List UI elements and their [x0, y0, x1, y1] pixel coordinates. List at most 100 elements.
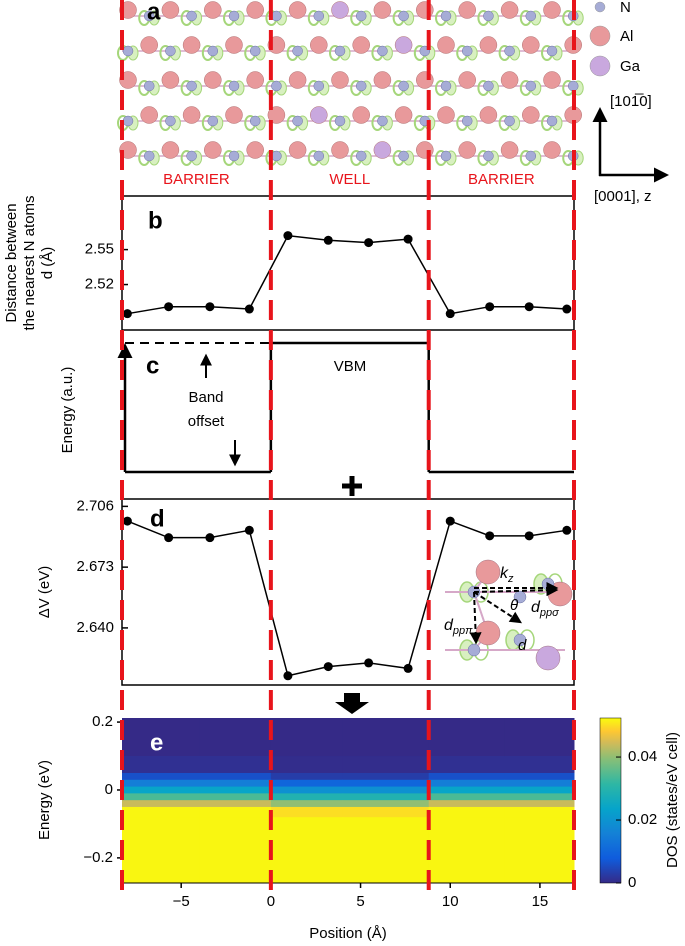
y-axis-label: the nearest N atoms [21, 195, 38, 330]
y-tick-label: 2.640 [76, 619, 114, 636]
atom [352, 106, 370, 124]
direction-label: [101̅0] [610, 93, 652, 110]
atom [271, 150, 282, 162]
panel-label: b [148, 207, 163, 234]
atom [513, 590, 527, 604]
colorbar-tick-label: 0 [628, 874, 636, 891]
atom [228, 80, 240, 92]
heatmap-cell [270, 779, 344, 788]
colorbar-label: DOS (states/eV cell) [664, 732, 681, 868]
atom [458, 1, 476, 19]
atom [267, 106, 286, 124]
heatmap-cell [504, 806, 575, 818]
inset-label: kz [500, 565, 514, 585]
atom [288, 141, 307, 159]
heatmap-cell [504, 773, 575, 781]
atom [500, 1, 519, 19]
atom [461, 115, 473, 127]
atom [525, 10, 537, 22]
atom [143, 10, 155, 22]
atom [377, 45, 388, 57]
data-point [485, 302, 495, 312]
heatmap-cell [122, 773, 200, 781]
plus-sign [342, 476, 362, 496]
inset-label-main: k [500, 565, 509, 582]
panel-label: e [150, 729, 163, 756]
atom [140, 106, 158, 124]
heatmap-cell [504, 786, 575, 794]
atom [522, 106, 540, 124]
heatmap-cell [342, 718, 430, 757]
data-line [127, 234, 567, 315]
heatmap-cell [428, 786, 505, 794]
atom [467, 643, 481, 657]
heatmap-cell [342, 817, 430, 884]
legend-marker [594, 1, 606, 13]
atom [500, 71, 519, 89]
inset-label: dppπ [444, 617, 473, 637]
heatmap-cell [428, 806, 505, 818]
atom [182, 36, 201, 54]
heatmap-cell [199, 786, 272, 794]
atom [543, 71, 561, 89]
heatmap-cell [342, 800, 430, 808]
atom [373, 71, 392, 89]
data-point [524, 302, 534, 312]
atom [475, 559, 501, 585]
atom [140, 36, 158, 54]
heatmap-cell [122, 806, 200, 818]
data-point [323, 662, 333, 672]
atom [165, 45, 176, 57]
data-point [205, 302, 215, 312]
atom [461, 45, 473, 57]
heatmap-cell [428, 800, 505, 808]
atom [204, 71, 222, 89]
atom [334, 45, 346, 57]
atom [143, 80, 155, 92]
atom [313, 80, 325, 92]
heatmap-cell [342, 773, 430, 781]
y-axis-label: Energy (eV) [36, 760, 53, 840]
y-axis-label: d (Å) [39, 247, 56, 280]
heatmap-cell [270, 786, 344, 794]
data-point [122, 516, 132, 526]
heatmap-cell [270, 793, 344, 801]
heatmap-cell [122, 800, 200, 808]
colorbar-tick-label: 0.02 [628, 811, 657, 828]
atom [483, 150, 494, 162]
atom [479, 106, 498, 124]
atom [475, 620, 501, 646]
y-tick-label: 0.2 [92, 713, 113, 730]
atom [186, 10, 197, 22]
x-tick-label: 10 [442, 893, 459, 910]
atom [310, 36, 328, 54]
heatmap-cell [270, 806, 344, 818]
atom [525, 80, 537, 92]
atom [398, 80, 409, 92]
heatmap-cell [270, 718, 344, 757]
atom [525, 150, 537, 162]
x-axis-label: Position (Å) [309, 925, 387, 942]
atom [161, 71, 180, 89]
atom [143, 150, 155, 162]
inset-label: dppσ [531, 599, 559, 619]
atom [567, 80, 579, 92]
heatmap-cell [122, 786, 200, 794]
x-tick-label: 5 [356, 893, 364, 910]
atom [504, 115, 515, 127]
heatmap-cell [342, 786, 430, 794]
region-label: BARRIER [468, 171, 535, 188]
data-point [323, 235, 333, 245]
atom [546, 115, 558, 127]
inset-label-sub: ppπ [452, 625, 473, 637]
atom [228, 10, 240, 22]
atom [313, 10, 325, 22]
y-tick-label: 0 [105, 781, 113, 798]
region-label: BARRIER [163, 171, 230, 188]
heatmap-cell [270, 817, 344, 884]
data-point [364, 238, 374, 248]
data-point [164, 533, 174, 543]
atom [271, 10, 282, 22]
panel-label: c [146, 352, 159, 379]
